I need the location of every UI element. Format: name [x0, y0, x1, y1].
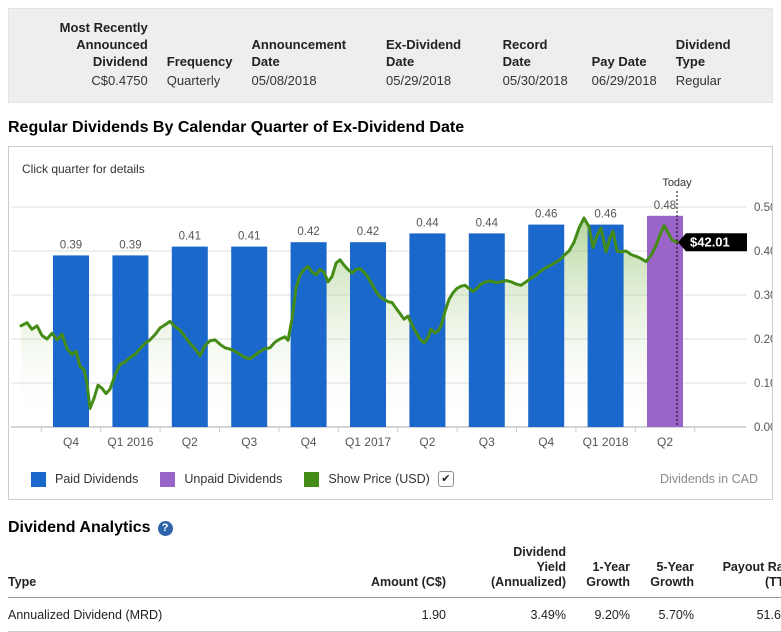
bar-value-label: 0.46: [594, 209, 616, 221]
dividend-bar[interactable]: [587, 224, 624, 427]
x-axis-label: Q1 2016: [107, 435, 153, 449]
analytics-column-header: Type: [8, 541, 338, 598]
y-axis-tick-label: 0.40: [754, 246, 772, 258]
x-axis-label: Q1 2018: [583, 435, 629, 449]
summary-label: Record Date: [502, 37, 548, 69]
today-label: Today: [662, 177, 692, 189]
x-axis-label: Q3: [479, 435, 495, 449]
summary-column: Most Recently Announced Dividend C$0.4750: [29, 19, 148, 89]
legend-item: Show Price (USD) ✔: [304, 471, 454, 487]
summary-label: Most Recently Announced Dividend: [59, 20, 148, 69]
analytics-column-header: Dividend Yield (Annualized): [446, 541, 566, 598]
dividend-chart-panel: 0.50 0.40 0.30 0.20 0.10 0.00 0.39 0.39 0.41 0.41…: [8, 146, 773, 500]
bar-value-label: 0.44: [416, 217, 439, 229]
analytics-column-header: 1-Year Growth: [566, 541, 630, 598]
bar-value-label: 0.39: [60, 239, 82, 251]
summary-value: 06/29/2018: [591, 73, 657, 88]
summary-value: C$0.4750: [91, 73, 148, 88]
dividend-bar[interactable]: [647, 215, 683, 427]
analytics-row: Annualized Dividend (MRD) 1.90 3.49% 9.20% 5…: [8, 597, 781, 632]
legend-swatch: [31, 471, 46, 487]
analytics-table: Type Amount (C$) Dividend Yield (Annualize…: [8, 541, 781, 632]
summary-label: Pay Date: [591, 54, 647, 69]
dividend-bar[interactable]: [231, 246, 268, 427]
analytics-column-header: Amount (C$): [338, 541, 446, 598]
summary-column: Announcement Date 05/08/2018: [252, 36, 367, 89]
x-axis-label: Q2: [419, 435, 435, 449]
y-axis-tick-label: 0.30: [754, 290, 772, 302]
summary-label: Frequency: [166, 54, 233, 69]
summary-column: Dividend Type Regular: [676, 36, 756, 89]
show-price-checkbox[interactable]: ✔: [437, 471, 454, 487]
summary-label: Dividend Type: [675, 37, 731, 69]
analytics-row-value: 5.70%: [630, 597, 694, 632]
x-axis-label: Q4: [63, 435, 79, 449]
price-tag-label: $42.01: [690, 235, 730, 250]
bar-value-label: 0.44: [476, 217, 499, 229]
analytics-row-value: 3.49%: [446, 597, 566, 632]
y-axis-tick-label: 0.00: [754, 422, 772, 434]
summary-label: Announcement Date: [251, 37, 347, 69]
summary-label: Ex-Dividend Date: [386, 37, 462, 69]
dividend-chart-svg: 0.50 0.40 0.30 0.20 0.10 0.00 0.39 0.39 0.41 0.41…: [11, 177, 772, 449]
bar-value-label: 0.39: [119, 239, 141, 251]
legend-item: Unpaid Dividends: [160, 471, 283, 487]
price-line: [19, 216, 679, 410]
x-axis-label: Q3: [241, 435, 257, 449]
x-axis-label: Q4: [538, 435, 554, 449]
legend-label: Show Price (USD): [328, 472, 430, 486]
dividend-bar[interactable]: [112, 255, 149, 427]
dividend-summary-bar: Most Recently Announced Dividend C$0.4750…: [8, 8, 773, 103]
x-axis-label: Q4: [301, 435, 317, 449]
legend-swatch: [160, 471, 176, 487]
analytics-heading: Dividend Analytics ?: [8, 519, 781, 537]
legend-label: Unpaid Dividends: [184, 472, 283, 486]
summary-column: Ex-Dividend Date 05/29/2018: [386, 36, 484, 89]
analytics-row-value: 9.20%: [566, 597, 630, 632]
summary-column: Frequency Quarterly: [167, 53, 233, 89]
currency-note: Dividends in CAD: [660, 472, 758, 486]
legend-item: Paid Dividends: [31, 471, 139, 487]
dividend-bar[interactable]: [528, 224, 565, 427]
dividend-bar[interactable]: [290, 242, 327, 427]
x-axis-label: Q1 2017: [345, 435, 391, 449]
analytics-column-header: 5-Year Growth: [630, 541, 694, 598]
analytics-column-header: Payout Ratio (TTM): [694, 541, 781, 598]
x-axis-label: Q2: [182, 435, 198, 449]
y-axis-tick-label: 0.20: [754, 334, 772, 346]
chart-note: Click quarter for details: [22, 162, 145, 176]
analytics-title-text: Dividend Analytics: [8, 519, 151, 536]
analytics-row-value: 51.63%: [694, 597, 781, 632]
summary-column: Pay Date 06/29/2018: [592, 53, 657, 89]
x-axis-label: Q2: [657, 435, 673, 449]
dividend-bar[interactable]: [171, 246, 208, 427]
bar-value-label: 0.48: [654, 200, 676, 212]
y-axis-tick-label: 0.10: [754, 378, 772, 390]
legend-label: Paid Dividends: [55, 472, 139, 486]
summary-value: 05/30/2018: [502, 73, 568, 88]
dividend-bar[interactable]: [53, 255, 89, 427]
summary-value: Regular: [675, 73, 722, 88]
analytics-header-row: Type Amount (C$) Dividend Yield (Annualize…: [8, 541, 781, 598]
dividend-bar[interactable]: [468, 233, 505, 427]
summary-value: 05/29/2018: [386, 73, 452, 88]
bar-value-label: 0.42: [297, 226, 319, 238]
y-axis-tick-label: 0.50: [754, 202, 772, 214]
analytics-row-type: Annualized Dividend (MRD): [8, 597, 338, 632]
summary-value: 05/08/2018: [251, 73, 317, 88]
bar-value-label: 0.46: [535, 209, 557, 221]
chart-legend: Paid Dividends Unpaid Dividends Show Price…: [9, 459, 772, 499]
price-tag: [678, 233, 747, 252]
analytics-row-value: 1.90: [338, 597, 446, 632]
summary-value: Quarterly: [166, 73, 221, 88]
bar-value-label: 0.42: [357, 226, 379, 238]
chart-title: Regular Dividends By Calendar Quarter of…: [8, 119, 465, 136]
bar-value-label: 0.41: [179, 231, 201, 243]
help-icon[interactable]: ?: [157, 520, 173, 536]
summary-column: Record Date 05/30/2018: [503, 36, 573, 89]
bar-value-label: 0.41: [238, 231, 260, 243]
dividend-bar[interactable]: [350, 242, 386, 427]
legend-swatch: [304, 471, 320, 487]
